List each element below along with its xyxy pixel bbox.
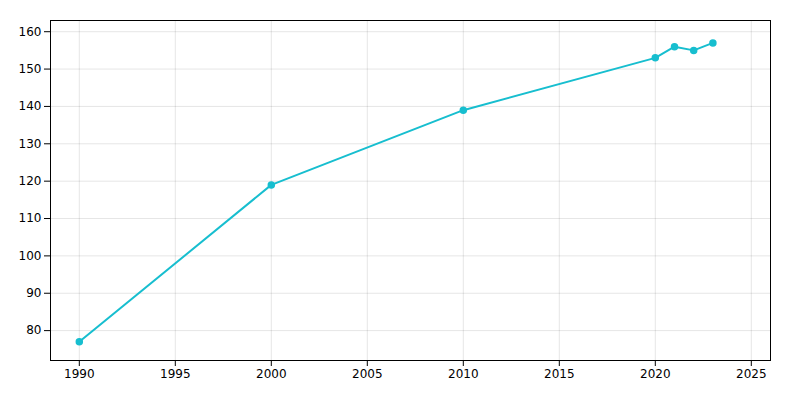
svg-text:2005: 2005 [352,367,383,381]
svg-text:2015: 2015 [544,367,575,381]
svg-text:1990: 1990 [64,367,95,381]
svg-text:1995: 1995 [160,367,191,381]
svg-text:80: 80 [26,323,41,337]
svg-text:2020: 2020 [640,367,671,381]
svg-text:90: 90 [26,286,41,300]
svg-text:120: 120 [19,174,42,188]
svg-text:130: 130 [19,137,42,151]
svg-text:100: 100 [19,249,42,263]
svg-text:2000: 2000 [256,367,287,381]
svg-text:160: 160 [19,25,42,39]
svg-text:2010: 2010 [448,367,479,381]
svg-text:2025: 2025 [736,367,767,381]
svg-text:150: 150 [19,62,42,76]
svg-text:110: 110 [19,211,42,225]
svg-text:140: 140 [19,99,42,113]
